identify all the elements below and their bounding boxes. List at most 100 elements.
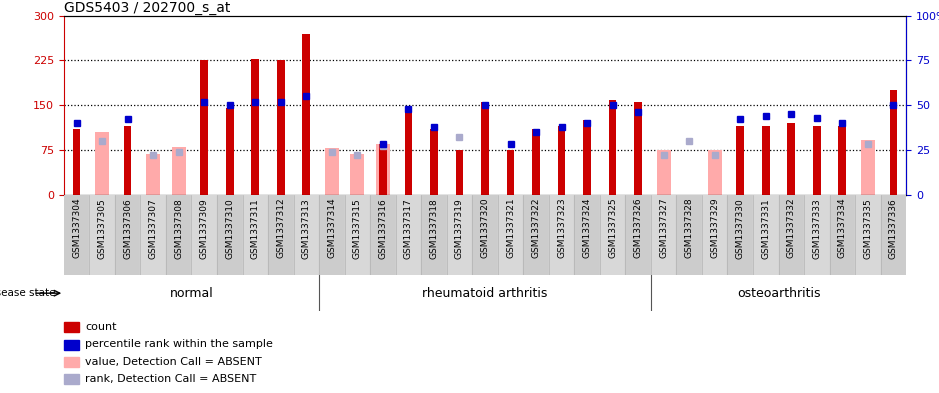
- Bar: [676, 195, 702, 275]
- Bar: [548, 195, 575, 275]
- Bar: [881, 195, 906, 275]
- Text: GSM1337304: GSM1337304: [72, 198, 81, 258]
- Text: GSM1337333: GSM1337333: [812, 198, 822, 259]
- Text: GSM1337309: GSM1337309: [200, 198, 208, 259]
- Bar: [395, 195, 422, 275]
- Bar: [651, 195, 676, 275]
- Bar: [447, 195, 472, 275]
- Text: disease state: disease state: [0, 288, 59, 298]
- Text: GSM1337315: GSM1337315: [353, 198, 362, 259]
- Bar: [64, 374, 79, 384]
- Bar: [146, 154, 161, 195]
- Bar: [455, 150, 463, 195]
- Bar: [762, 126, 770, 195]
- Text: GSM1337305: GSM1337305: [98, 198, 107, 259]
- Bar: [172, 147, 186, 195]
- Bar: [728, 195, 753, 275]
- Bar: [813, 126, 821, 195]
- Bar: [532, 129, 540, 195]
- Text: GSM1337336: GSM1337336: [889, 198, 898, 259]
- Text: rank, Detection Call = ABSENT: rank, Detection Call = ABSENT: [85, 374, 256, 384]
- Bar: [861, 140, 875, 195]
- Bar: [115, 195, 141, 275]
- Text: normal: normal: [170, 286, 213, 300]
- Text: rheumatoid arthritis: rheumatoid arthritis: [423, 286, 547, 300]
- Text: GSM1337324: GSM1337324: [582, 198, 592, 258]
- Bar: [708, 150, 722, 195]
- Bar: [166, 195, 192, 275]
- Bar: [498, 195, 523, 275]
- Text: GSM1337310: GSM1337310: [225, 198, 234, 259]
- Bar: [200, 61, 208, 195]
- Bar: [788, 123, 795, 195]
- Text: GDS5403 / 202700_s_at: GDS5403 / 202700_s_at: [64, 1, 230, 15]
- Text: GSM1337321: GSM1337321: [506, 198, 515, 258]
- Bar: [124, 126, 131, 195]
- Bar: [268, 195, 294, 275]
- Bar: [325, 148, 339, 195]
- Text: GSM1337328: GSM1337328: [685, 198, 694, 258]
- Bar: [64, 195, 89, 275]
- Bar: [226, 108, 234, 195]
- Text: GSM1337313: GSM1337313: [301, 198, 311, 259]
- Bar: [430, 129, 438, 195]
- Bar: [350, 154, 364, 195]
- Text: value, Detection Call = ABSENT: value, Detection Call = ABSENT: [85, 356, 262, 367]
- Bar: [277, 60, 285, 195]
- Bar: [829, 195, 855, 275]
- Text: GSM1337323: GSM1337323: [557, 198, 566, 258]
- Bar: [855, 195, 881, 275]
- Text: GSM1337311: GSM1337311: [251, 198, 260, 259]
- Text: GSM1337331: GSM1337331: [762, 198, 770, 259]
- Bar: [422, 195, 447, 275]
- Text: GSM1337312: GSM1337312: [276, 198, 285, 258]
- Bar: [635, 102, 642, 195]
- Bar: [481, 102, 489, 195]
- Text: GSM1337329: GSM1337329: [710, 198, 719, 258]
- Bar: [575, 195, 600, 275]
- Bar: [405, 108, 412, 195]
- Bar: [608, 100, 616, 195]
- Bar: [778, 195, 804, 275]
- Text: GSM1337314: GSM1337314: [328, 198, 336, 258]
- Text: GSM1337307: GSM1337307: [148, 198, 158, 259]
- Text: GSM1337306: GSM1337306: [123, 198, 132, 259]
- Bar: [523, 195, 548, 275]
- Bar: [656, 150, 670, 195]
- Bar: [252, 59, 259, 195]
- Bar: [804, 195, 829, 275]
- Bar: [472, 195, 498, 275]
- Text: GSM1337317: GSM1337317: [404, 198, 413, 259]
- Bar: [73, 129, 81, 195]
- Text: GSM1337334: GSM1337334: [838, 198, 847, 258]
- Text: GSM1337316: GSM1337316: [378, 198, 388, 259]
- Bar: [376, 144, 390, 195]
- Text: GSM1337326: GSM1337326: [634, 198, 642, 258]
- Bar: [889, 90, 897, 195]
- Text: GSM1337335: GSM1337335: [863, 198, 872, 259]
- Bar: [558, 126, 565, 195]
- Bar: [345, 195, 370, 275]
- Text: GSM1337325: GSM1337325: [608, 198, 617, 258]
- Bar: [839, 126, 846, 195]
- Bar: [64, 357, 79, 367]
- Bar: [64, 322, 79, 332]
- Bar: [319, 195, 345, 275]
- Bar: [379, 144, 387, 195]
- Bar: [370, 195, 395, 275]
- Bar: [294, 195, 319, 275]
- Text: osteoarthritis: osteoarthritis: [737, 286, 821, 300]
- Bar: [302, 33, 310, 195]
- Text: GSM1337318: GSM1337318: [429, 198, 439, 259]
- Bar: [64, 340, 79, 350]
- Bar: [600, 195, 625, 275]
- Text: GSM1337319: GSM1337319: [455, 198, 464, 259]
- Bar: [736, 126, 744, 195]
- Bar: [625, 195, 651, 275]
- Bar: [192, 195, 217, 275]
- Text: GSM1337322: GSM1337322: [531, 198, 541, 258]
- Bar: [753, 195, 778, 275]
- Text: percentile rank within the sample: percentile rank within the sample: [85, 339, 273, 349]
- Text: GSM1337327: GSM1337327: [659, 198, 669, 258]
- Text: GSM1337308: GSM1337308: [175, 198, 183, 259]
